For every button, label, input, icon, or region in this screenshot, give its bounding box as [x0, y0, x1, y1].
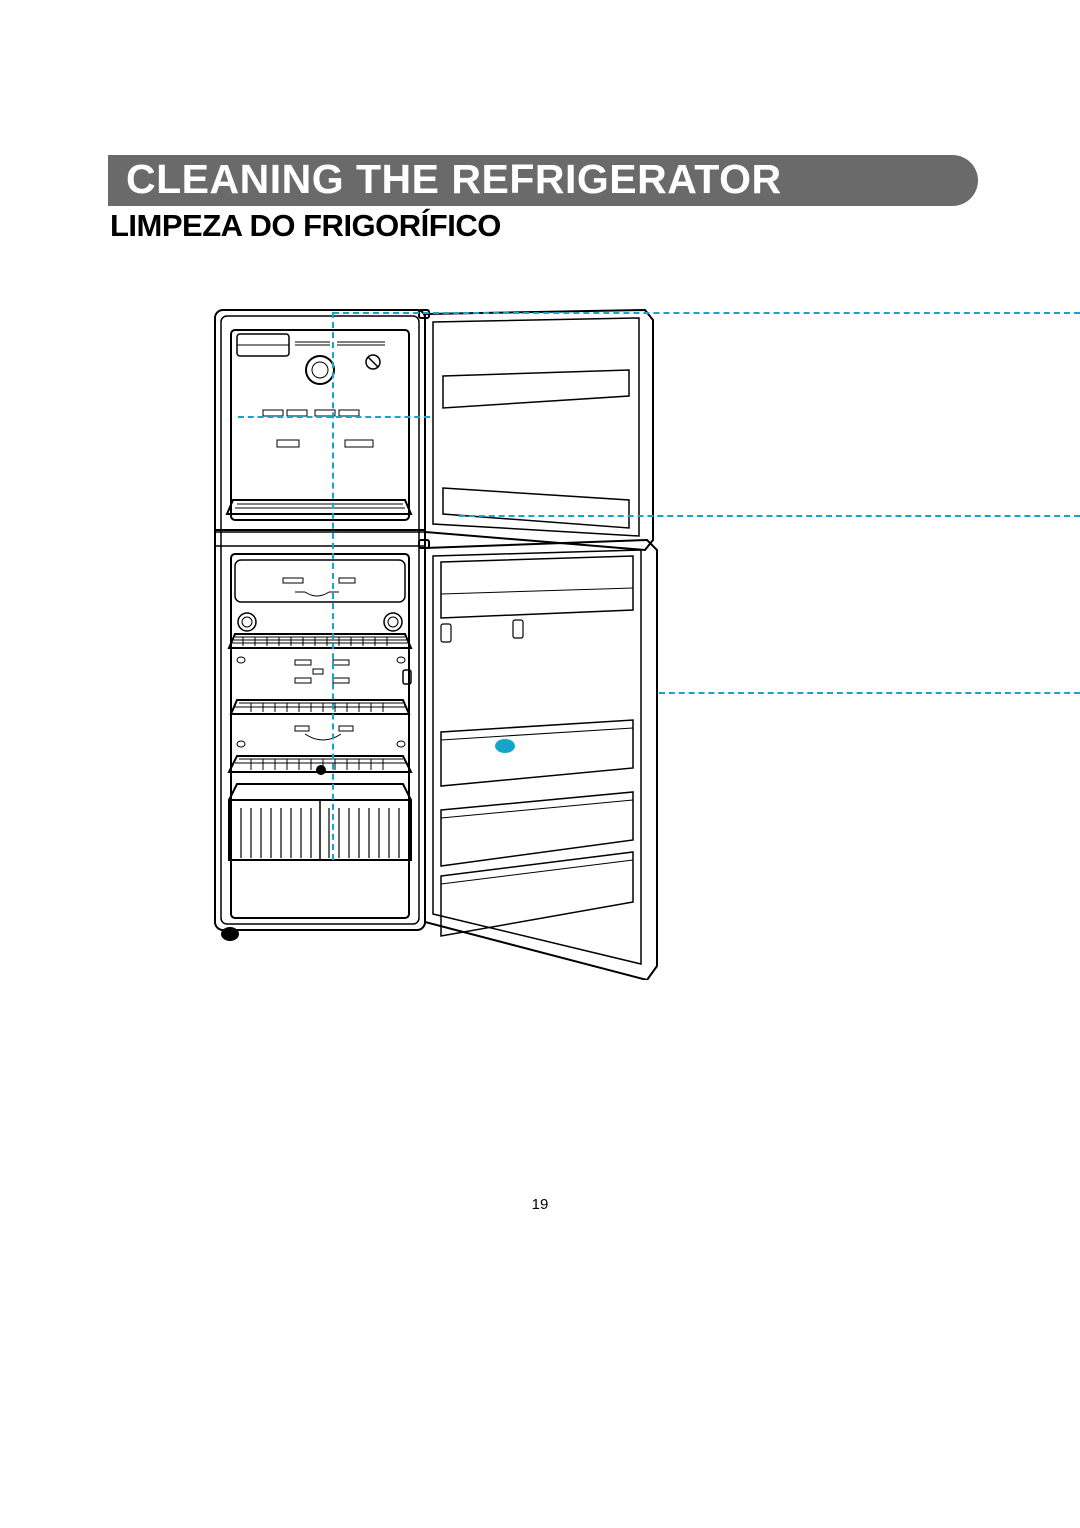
section-title-bar: CLEANING THE REFRIGERATOR: [108, 155, 978, 206]
interior-guide-vertical: [332, 312, 334, 860]
page-number: 19: [0, 1196, 1080, 1213]
refrigerator-illustration: [205, 300, 665, 980]
leader-line-freezer-shelf: [459, 515, 1080, 517]
interior-guide-horizontal: [238, 416, 430, 418]
leader-line-freezer-top: [333, 312, 1080, 314]
refrigerator-diagram: [205, 300, 1080, 980]
leader-line-door-bin: [659, 692, 1080, 694]
section-subtitle: LIMPEZA DO FRIGORÍFICO: [108, 208, 980, 244]
section-title: CLEANING THE REFRIGERATOR: [126, 159, 960, 200]
